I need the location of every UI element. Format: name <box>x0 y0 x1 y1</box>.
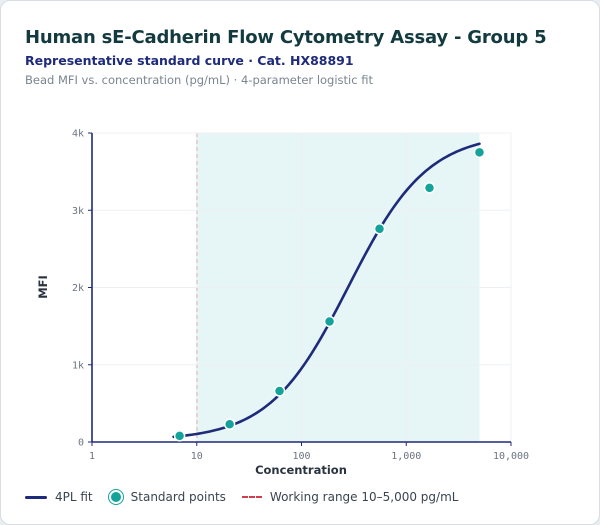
y-axis-title: MFI <box>36 275 50 299</box>
y-tick-label: 4k <box>72 129 84 140</box>
x-tick-label: 1,000 <box>391 451 421 462</box>
y-tick-label: 1k <box>72 360 84 371</box>
standard-point <box>173 430 186 442</box>
axes <box>88 132 512 446</box>
legend-fit-label: 4PL fit <box>55 490 93 504</box>
x-tick-label: 100 <box>292 451 310 462</box>
x-tick-label: 1 <box>89 451 95 462</box>
legend-item-range: Working range 10–5,000 pg/mL <box>241 490 459 504</box>
standard-point <box>473 146 486 159</box>
gridlines <box>92 132 512 442</box>
chart-legend: 4PL fit Standard points Working range 10… <box>25 489 474 505</box>
standard-point <box>223 418 236 430</box>
chart-subtitle: Representative standard curve · Cat. HX8… <box>25 53 354 68</box>
standard-points-layer <box>173 146 486 442</box>
y-tick-label: 2k <box>72 283 84 294</box>
x-tick-label: 10,000 <box>493 451 529 462</box>
tick-labels: 0 1k 2k 3k 4k 1 10 100 1,000 10,000 <box>72 129 529 463</box>
fit-curve <box>172 142 481 439</box>
legend-item-points: Standard points <box>108 490 226 504</box>
chart-caption: Bead MFI vs. concentration (pg/mL) · 4-p… <box>25 73 373 87</box>
range-line-swatch <box>241 496 262 498</box>
fit-curve-layer <box>172 142 481 439</box>
legend-points-label: Standard points <box>130 490 226 504</box>
y-tick-label: 0 <box>78 438 84 449</box>
standard-point <box>273 385 286 397</box>
chart-title: Human sE-Cadherin Flow Cytometry Assay -… <box>25 27 547 48</box>
standard-point <box>323 315 336 328</box>
x-axis-title: Concentration <box>255 463 347 477</box>
legend-item-fit: 4PL fit <box>25 490 93 504</box>
y-tick-label: 3k <box>72 206 84 217</box>
x-tick-label: 10 <box>191 451 203 462</box>
point-swatch <box>108 490 123 504</box>
standard-point <box>423 182 436 194</box>
fit-line-swatch <box>25 495 47 499</box>
legend-range-label: Working range 10–5,000 pg/mL <box>269 490 459 504</box>
standard-point <box>373 223 386 235</box>
